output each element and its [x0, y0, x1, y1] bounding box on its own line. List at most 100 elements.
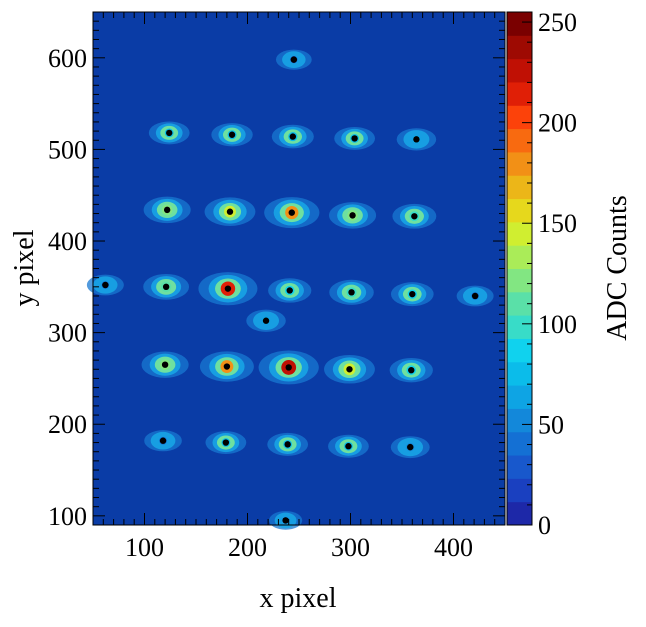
spot-marker [407, 443, 414, 451]
spot [271, 124, 314, 149]
colorbar-level [507, 291, 532, 316]
spot-marker [163, 206, 171, 214]
spot-marker [348, 289, 355, 296]
y-tick-label: 200 [48, 410, 87, 439]
colorbar-level [507, 361, 532, 386]
colorbar-tick-label: 50 [538, 410, 564, 439]
spot-marker [408, 366, 415, 374]
colorbar-tick-label: 150 [538, 209, 577, 238]
colorbar-level [507, 268, 532, 293]
colorbar-level [507, 58, 532, 83]
spot-marker [162, 283, 170, 291]
spot [246, 309, 286, 332]
colorbar-frame [506, 11, 533, 526]
spot [392, 203, 437, 229]
colorbar-level [507, 81, 532, 106]
spot-marker [411, 213, 418, 220]
spot-marker [345, 443, 352, 450]
spot-marker [284, 441, 291, 448]
colorbar: 0 50 100 150 200 250 [506, 8, 577, 540]
spot [199, 351, 254, 382]
colorbar-level [507, 128, 532, 153]
y-axis-title: y pixel [9, 229, 40, 306]
spot [143, 273, 190, 300]
spot-marker [223, 363, 231, 370]
spot [268, 511, 303, 530]
spot [334, 126, 376, 150]
colorbar-tick-label: 100 [538, 310, 577, 339]
axes-layer: 100 200 300 400 100 200 300 400 500 600 [48, 11, 506, 562]
spot [143, 196, 191, 224]
y-tick-label: 100 [48, 502, 87, 531]
spot-marker [288, 209, 295, 216]
spot-marker [290, 56, 298, 63]
colorbar-level [507, 408, 532, 433]
y-tick-label: 300 [48, 319, 87, 348]
spots-layer [86, 49, 494, 530]
colorbar-level [507, 338, 532, 363]
spot [275, 49, 312, 70]
spot-marker [102, 281, 109, 289]
spot-marker [159, 437, 167, 444]
spot-marker [285, 364, 292, 371]
spot [198, 272, 258, 306]
spot [205, 431, 247, 455]
spot-marker [349, 212, 356, 219]
colorbar-level [507, 221, 532, 246]
spot [264, 197, 320, 229]
spot-marker [289, 133, 297, 140]
spot [148, 121, 190, 145]
colorbar-tick-label: 200 [538, 109, 577, 138]
spot [389, 358, 433, 383]
spot [328, 434, 369, 458]
spot [144, 430, 182, 452]
spot-marker [166, 129, 173, 137]
colorbar-level [507, 198, 532, 223]
spot [86, 274, 124, 296]
x-axis-title: x pixel [260, 583, 337, 614]
colorbar-level [507, 35, 532, 60]
spot-marker [224, 285, 232, 292]
spot-marker [161, 361, 169, 368]
spot-marker [226, 208, 234, 215]
colorbar-level [507, 455, 532, 479]
spot [211, 123, 253, 147]
spot-marker [222, 439, 230, 446]
x-tick-label: 400 [434, 533, 473, 562]
colorbar-level [507, 12, 532, 36]
spot [141, 351, 189, 378]
spot [329, 279, 374, 305]
colorbar-level [507, 175, 532, 200]
colorbar-level [507, 105, 532, 130]
colorbar-level [507, 431, 532, 456]
colorbar-title: ADC Counts [602, 195, 633, 340]
spot-marker [286, 287, 293, 294]
spot [267, 432, 309, 456]
colorbar-level [507, 315, 532, 339]
spot [390, 436, 430, 459]
spot [329, 202, 377, 229]
spot [396, 128, 437, 151]
y-tick-label: 400 [48, 227, 87, 256]
spot-marker [409, 290, 416, 298]
colorbar-level [507, 501, 532, 526]
spot-marker [351, 135, 358, 142]
x-tick-label: 300 [331, 533, 370, 562]
spot-marker [282, 517, 289, 524]
spot [204, 197, 256, 226]
colorbar-level [507, 385, 532, 409]
y-tick-label: 500 [48, 135, 87, 164]
spot-marker [413, 136, 420, 143]
spot-marker [262, 317, 270, 324]
colorbar-level [507, 151, 532, 176]
spot [324, 354, 375, 384]
colorbar-level [507, 478, 532, 503]
spot [268, 278, 312, 303]
colorbar-tick-label: 0 [538, 511, 551, 540]
spot-marker [471, 292, 479, 300]
spot [258, 350, 319, 385]
colorbar-tick-label: 250 [538, 8, 577, 37]
spot-marker [228, 131, 236, 138]
spot-marker [346, 366, 353, 373]
